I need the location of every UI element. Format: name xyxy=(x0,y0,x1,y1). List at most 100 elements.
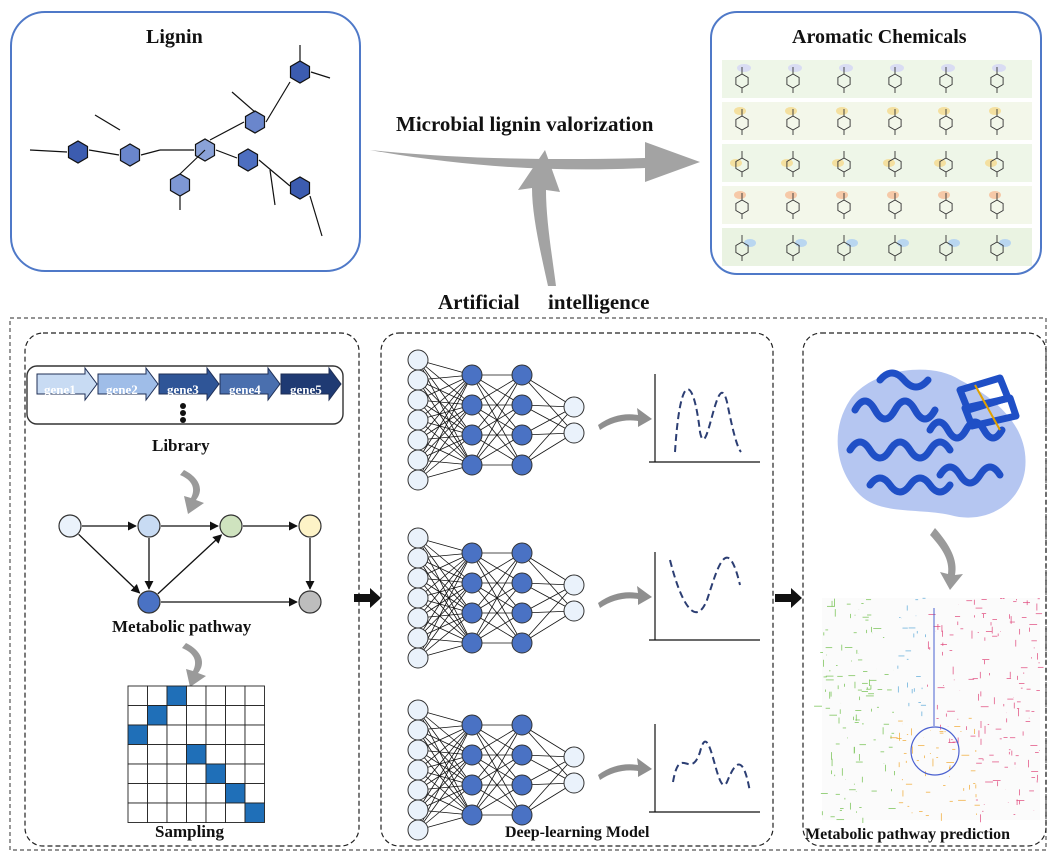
lignin-ring xyxy=(67,140,89,164)
lignin-title: Lignin xyxy=(146,26,203,48)
sampling-cell xyxy=(244,783,265,804)
more-dot xyxy=(180,410,186,416)
network-node xyxy=(407,547,429,569)
sampling-cell xyxy=(244,744,265,765)
pathway-node xyxy=(298,590,322,614)
network-edge xyxy=(417,552,473,599)
metabolic-map-icon xyxy=(814,597,1044,824)
sampling-cell xyxy=(205,685,226,706)
plot-wave xyxy=(674,388,742,453)
network-edge xyxy=(417,374,473,441)
network-edge xyxy=(417,582,473,659)
network-output-arrow xyxy=(598,758,652,780)
network-edge xyxy=(471,724,523,816)
network-node xyxy=(511,572,533,594)
aromatic-highlight xyxy=(795,239,807,247)
protein-ligand xyxy=(974,384,1001,431)
valorization-label: Microbial lignin valorization xyxy=(396,112,654,136)
network-node xyxy=(511,632,533,654)
lignin-bond xyxy=(215,149,238,159)
aromatic-highlight xyxy=(734,191,746,199)
network-node xyxy=(407,587,429,609)
network-node xyxy=(511,394,533,416)
sampling-cell xyxy=(127,705,148,726)
network-node xyxy=(407,759,429,781)
network-node xyxy=(461,804,483,826)
network-edge xyxy=(521,756,575,816)
network-edge xyxy=(417,434,473,481)
network-node xyxy=(511,804,533,826)
lignin-ring xyxy=(237,148,259,172)
gene-arrow xyxy=(219,366,281,402)
network-node xyxy=(511,454,533,476)
aromatic-highlight xyxy=(938,107,950,115)
sampling-cell xyxy=(186,744,207,765)
sampling-cell xyxy=(166,763,187,784)
sampling-cell xyxy=(147,763,168,784)
aromatic-highlight xyxy=(887,107,899,115)
lignin-bond xyxy=(258,159,291,187)
sampling-cell xyxy=(205,724,226,745)
sampling-cell xyxy=(186,783,207,804)
network-node xyxy=(407,567,429,589)
network-node xyxy=(511,714,533,736)
network-node xyxy=(511,744,533,766)
network-node xyxy=(511,542,533,564)
network-edge xyxy=(521,724,575,784)
protein-ribbon xyxy=(866,474,954,496)
network-node xyxy=(461,394,483,416)
sampling-cell xyxy=(166,783,187,804)
network-node xyxy=(511,774,533,796)
sampling-cell xyxy=(205,802,226,823)
sampling-cell xyxy=(225,685,246,706)
sampling-cell xyxy=(127,783,148,804)
lignin-bond xyxy=(269,169,276,206)
network-edge xyxy=(417,582,473,619)
network-node xyxy=(461,542,483,564)
network-edge xyxy=(521,552,575,612)
lignin-bond xyxy=(265,81,291,123)
aromatic-title: Aromatic Chemicals xyxy=(792,26,967,48)
network-node xyxy=(407,409,429,431)
gene-label-3: gene3 xyxy=(167,382,199,397)
ai-arrow xyxy=(518,150,560,286)
plot-wave xyxy=(672,740,751,793)
network-node xyxy=(407,527,429,549)
sampling-cell xyxy=(225,705,246,726)
network-edge xyxy=(471,754,523,816)
network-edge xyxy=(471,374,523,466)
sampling-cell xyxy=(166,744,187,765)
sampling-cell xyxy=(186,724,207,745)
network-edge xyxy=(471,404,523,466)
lignin-bond xyxy=(94,114,121,131)
network-edge xyxy=(471,724,523,786)
network-node xyxy=(407,469,429,491)
sampling-cell xyxy=(166,685,187,706)
sampling-cell xyxy=(244,685,265,706)
sampling-cell xyxy=(225,802,246,823)
network-edge xyxy=(417,374,473,461)
network-edge xyxy=(417,359,473,406)
network-edge xyxy=(471,582,523,644)
lignin-bond xyxy=(309,195,323,237)
network-node xyxy=(407,627,429,649)
network-node xyxy=(407,739,429,761)
aromatic-row xyxy=(722,102,1032,140)
lignin-ring xyxy=(289,60,311,84)
library-to-pathway-arrow xyxy=(180,470,204,514)
sampling-cell xyxy=(205,763,226,784)
ai-label-artificial: Artificial xyxy=(438,290,520,314)
aromatic-highlight xyxy=(897,239,909,247)
network-node xyxy=(461,572,483,594)
protein-ribbon xyxy=(876,369,932,391)
network-node xyxy=(461,602,483,624)
protein-to-map-arrow xyxy=(930,528,963,590)
network-node xyxy=(511,424,533,446)
network-edge xyxy=(471,552,523,614)
sampling-cell xyxy=(186,802,207,823)
gene-arrow xyxy=(36,366,98,402)
network-node xyxy=(407,779,429,801)
lignin-bond xyxy=(29,149,68,153)
sampling-cell xyxy=(225,744,246,765)
sampling-cell xyxy=(147,783,168,804)
